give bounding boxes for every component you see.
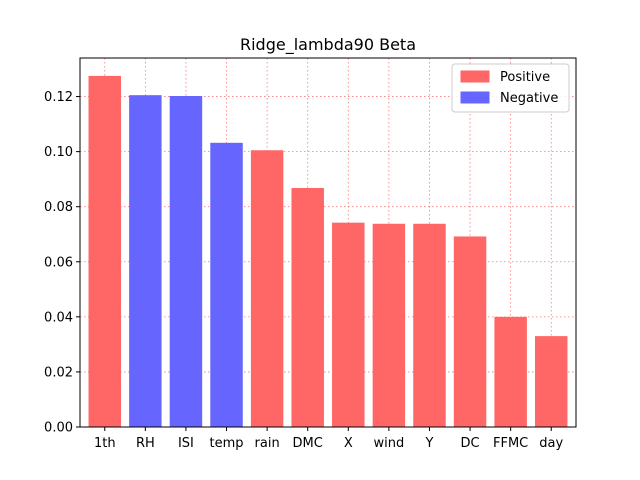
bar-day <box>535 336 568 427</box>
legend-label-positive: Positive <box>500 70 550 85</box>
bar-temp <box>210 142 243 427</box>
x-tick-label-DC: DC <box>461 436 480 451</box>
x-tick-label-DMC: DMC <box>293 436 323 451</box>
bar-Y <box>413 223 446 427</box>
bar-rain <box>250 150 284 427</box>
y-axis: 0.00 0.02 0.04 0.06 0.08 0.10 0.12 <box>44 90 80 436</box>
x-tick-label-RH: RH <box>136 436 155 451</box>
bar-DMC <box>291 187 324 427</box>
y-tick-label: 0.12 <box>44 90 73 105</box>
x-tick-label-wind: wind <box>374 436 405 451</box>
x-tick-label-Y: Y <box>424 436 433 451</box>
x-tick-label-FFMC: FFMC <box>493 436 528 451</box>
y-tick-label: 0.08 <box>44 200 73 215</box>
bar-FFMC <box>494 316 527 427</box>
bar-ISI <box>169 96 203 427</box>
x-tick-label-temp: temp <box>210 436 244 451</box>
bar-X <box>332 222 365 427</box>
chart-title: Ridge_lambda90 Beta <box>240 35 416 55</box>
y-tick-label: 0.02 <box>44 365 73 380</box>
bar-RH <box>129 95 162 427</box>
y-tick-label: 0.00 <box>44 421 73 436</box>
legend-label-negative: Negative <box>500 91 558 106</box>
x-tick-label-1th: 1th <box>94 436 116 451</box>
x-tick-label-X: X <box>344 436 353 451</box>
x-tick-label-ISI: ISI <box>178 436 194 451</box>
x-tick-label-rain: rain <box>255 436 280 451</box>
bar-DC <box>453 236 487 427</box>
bar-wind <box>372 223 406 427</box>
bars <box>88 75 568 427</box>
y-tick-label: 0.10 <box>44 145 73 160</box>
bar-1th <box>88 75 121 427</box>
y-tick-label: 0.06 <box>44 255 73 270</box>
y-tick-label: 0.04 <box>44 310 73 325</box>
plot-frame <box>79 57 577 428</box>
x-tick-label-day: day <box>539 436 563 451</box>
legend-swatch-positive <box>460 70 490 83</box>
legend-swatch-negative <box>460 91 490 104</box>
legend: Positive Negative <box>451 63 570 113</box>
